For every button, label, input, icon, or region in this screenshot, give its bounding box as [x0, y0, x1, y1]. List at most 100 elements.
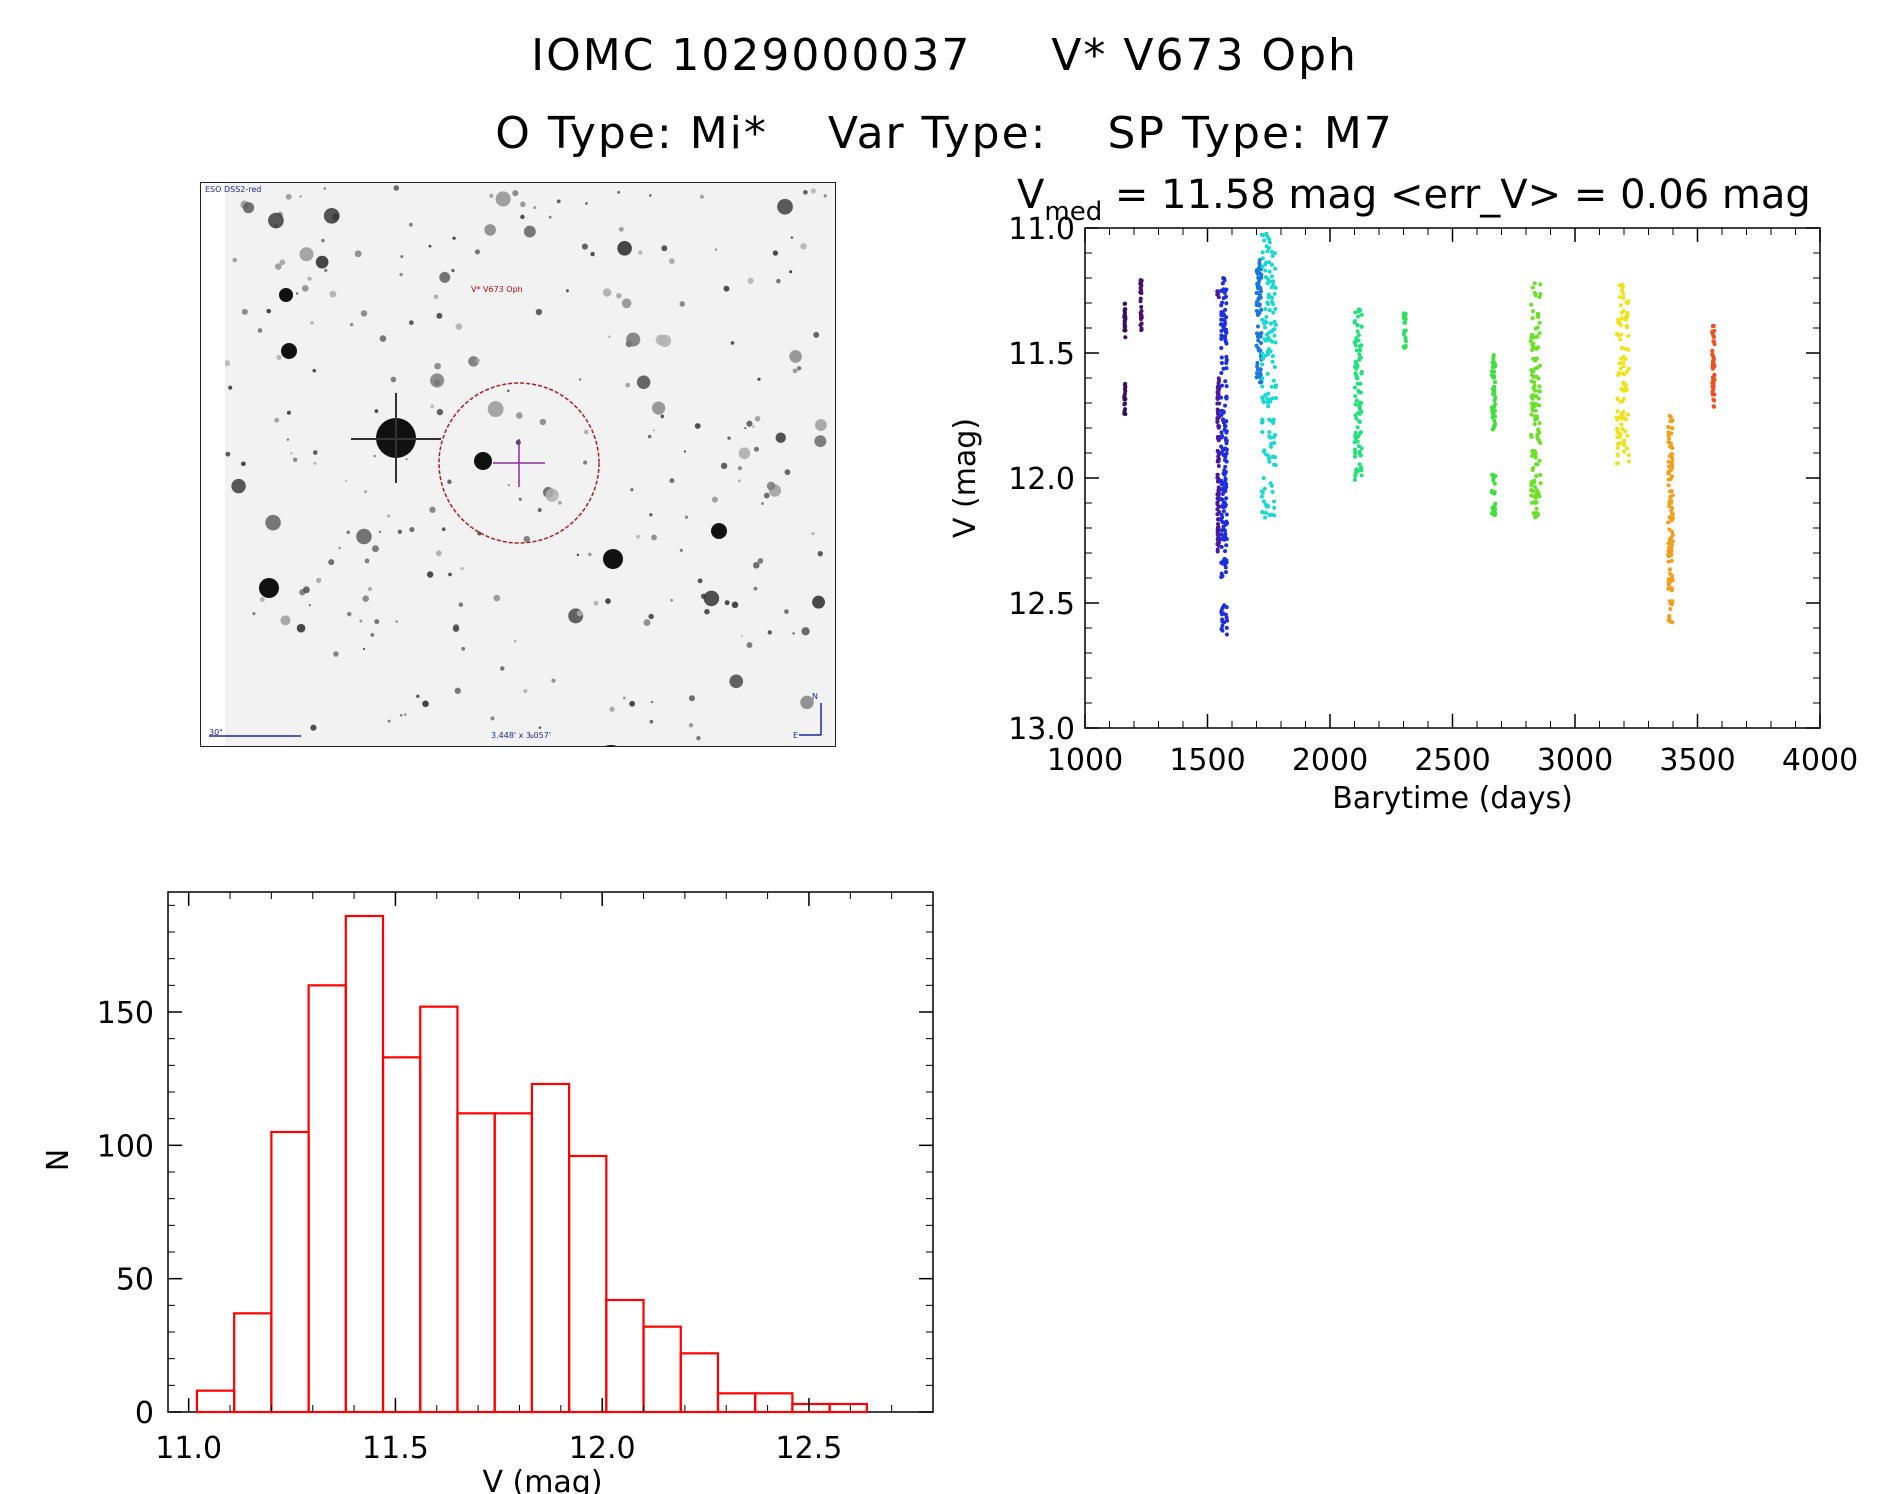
star: [556, 199, 561, 204]
header-line-2: O Type: Mi* Var Type: SP Type: M7: [0, 108, 1889, 159]
lightcurve-point: [1255, 367, 1260, 372]
star: [737, 479, 741, 483]
histogram-bar: [233, 1312, 273, 1414]
lightcurve-point: [1220, 281, 1225, 286]
lightcurve-point: [1222, 313, 1227, 318]
star: [727, 436, 731, 440]
lightcurve-point: [1669, 419, 1674, 424]
lightcurve-point: [1530, 396, 1535, 401]
lightcurve-point: [1273, 385, 1278, 390]
star: [452, 236, 456, 240]
lightcurve-point: [1625, 310, 1630, 315]
histogram-bar: [381, 1056, 422, 1414]
lightcurve-point: [1272, 499, 1277, 504]
spectral-type: SP Type: M7: [1107, 108, 1394, 159]
lightcurve-point: [1536, 438, 1541, 443]
star: [405, 458, 408, 461]
lightcurve-point: [1669, 489, 1674, 494]
star: [772, 250, 779, 256]
lightcurve-point: [1271, 327, 1276, 332]
star: [315, 255, 329, 269]
lightcurve-point: [1355, 381, 1360, 386]
lightcurve-point: [1266, 295, 1271, 300]
star: [578, 378, 582, 381]
lightcurve-point: [1533, 408, 1538, 413]
lightcurve-point: [1224, 441, 1229, 446]
lightcurve-point: [1221, 471, 1226, 476]
lightcurve-point: [1711, 397, 1716, 402]
lightcurve-point: [1712, 363, 1717, 368]
star: [608, 335, 611, 338]
star: [523, 535, 531, 543]
lightcurve-point: [1260, 490, 1265, 495]
lightcurve-point: [1254, 268, 1259, 273]
lightcurve-point: [1256, 296, 1261, 301]
star: [529, 734, 534, 739]
lightcurve-point: [1216, 436, 1221, 441]
lightcurve-xtick-label: 1500: [1169, 743, 1245, 778]
lightcurve-point: [1259, 340, 1264, 345]
star: [520, 214, 525, 220]
lightcurve-point: [1532, 422, 1537, 427]
lightcurve-point: [1260, 509, 1265, 514]
lightcurve-point: [1532, 404, 1537, 409]
lightcurve-point: [1402, 320, 1407, 325]
lightcurve-point: [1356, 444, 1361, 449]
lightcurve-point: [1403, 335, 1408, 340]
star: [636, 534, 641, 539]
lightcurve-point: [1220, 528, 1225, 533]
bright-star: [279, 288, 293, 302]
star: [744, 427, 747, 430]
lightcurve-point: [1491, 353, 1496, 358]
star: [302, 586, 310, 594]
lightcurve-point: [1355, 329, 1360, 334]
star: [651, 401, 666, 415]
lightcurve-point: [1621, 364, 1626, 369]
lightcurve-point: [1624, 325, 1629, 330]
lightcurve-point: [1535, 432, 1540, 437]
lightcurve-point: [1529, 483, 1534, 488]
lightcurve-point: [1358, 430, 1363, 435]
north-label: N: [812, 692, 818, 701]
lightcurve-point: [1122, 322, 1127, 327]
lightcurve-ylabel: V (mag): [948, 418, 983, 538]
lightcurve-point: [1710, 390, 1715, 395]
lightcurve-point: [1354, 348, 1359, 353]
lightcurve-point: [1221, 488, 1226, 493]
lightcurve-point: [1271, 279, 1276, 284]
star: [753, 446, 759, 452]
lightcurve-point: [1220, 288, 1225, 293]
lightcurve-point: [1123, 407, 1128, 412]
star: [679, 301, 685, 307]
lightcurve-point: [1219, 383, 1224, 388]
lightcurve-point: [1619, 316, 1624, 321]
lightcurve-point: [1219, 317, 1224, 322]
lightcurve-point: [1669, 602, 1674, 607]
lightcurve-point: [1216, 395, 1221, 400]
star: [292, 457, 298, 463]
lightcurve-point: [1219, 336, 1224, 341]
star: [310, 724, 317, 731]
lightcurve-point: [1255, 312, 1260, 317]
histogram-bar: [828, 1402, 868, 1414]
lightcurve-point: [1224, 354, 1229, 359]
lightcurve-point: [1122, 301, 1127, 306]
lightcurve-point: [1271, 435, 1276, 440]
star: [730, 341, 735, 345]
star: [626, 332, 641, 347]
lightcurve-point: [1215, 409, 1220, 414]
star: [268, 212, 284, 229]
lightcurve-point: [1259, 232, 1264, 237]
lightcurve-point: [1538, 481, 1543, 486]
lightcurve-point: [1224, 632, 1229, 637]
lightcurve-point: [1270, 359, 1275, 364]
histogram-bar: [344, 914, 385, 1414]
lightcurve-point: [1535, 356, 1540, 361]
lightcurve-point: [1219, 545, 1224, 550]
lightcurve-point: [1492, 481, 1497, 486]
lightcurve-point: [1222, 468, 1227, 473]
lightcurve-point: [1224, 366, 1229, 371]
lightcurve-point: [1216, 415, 1221, 420]
lightcurve-point: [1254, 300, 1259, 305]
object-id: IOMC 1029000037: [531, 30, 972, 81]
